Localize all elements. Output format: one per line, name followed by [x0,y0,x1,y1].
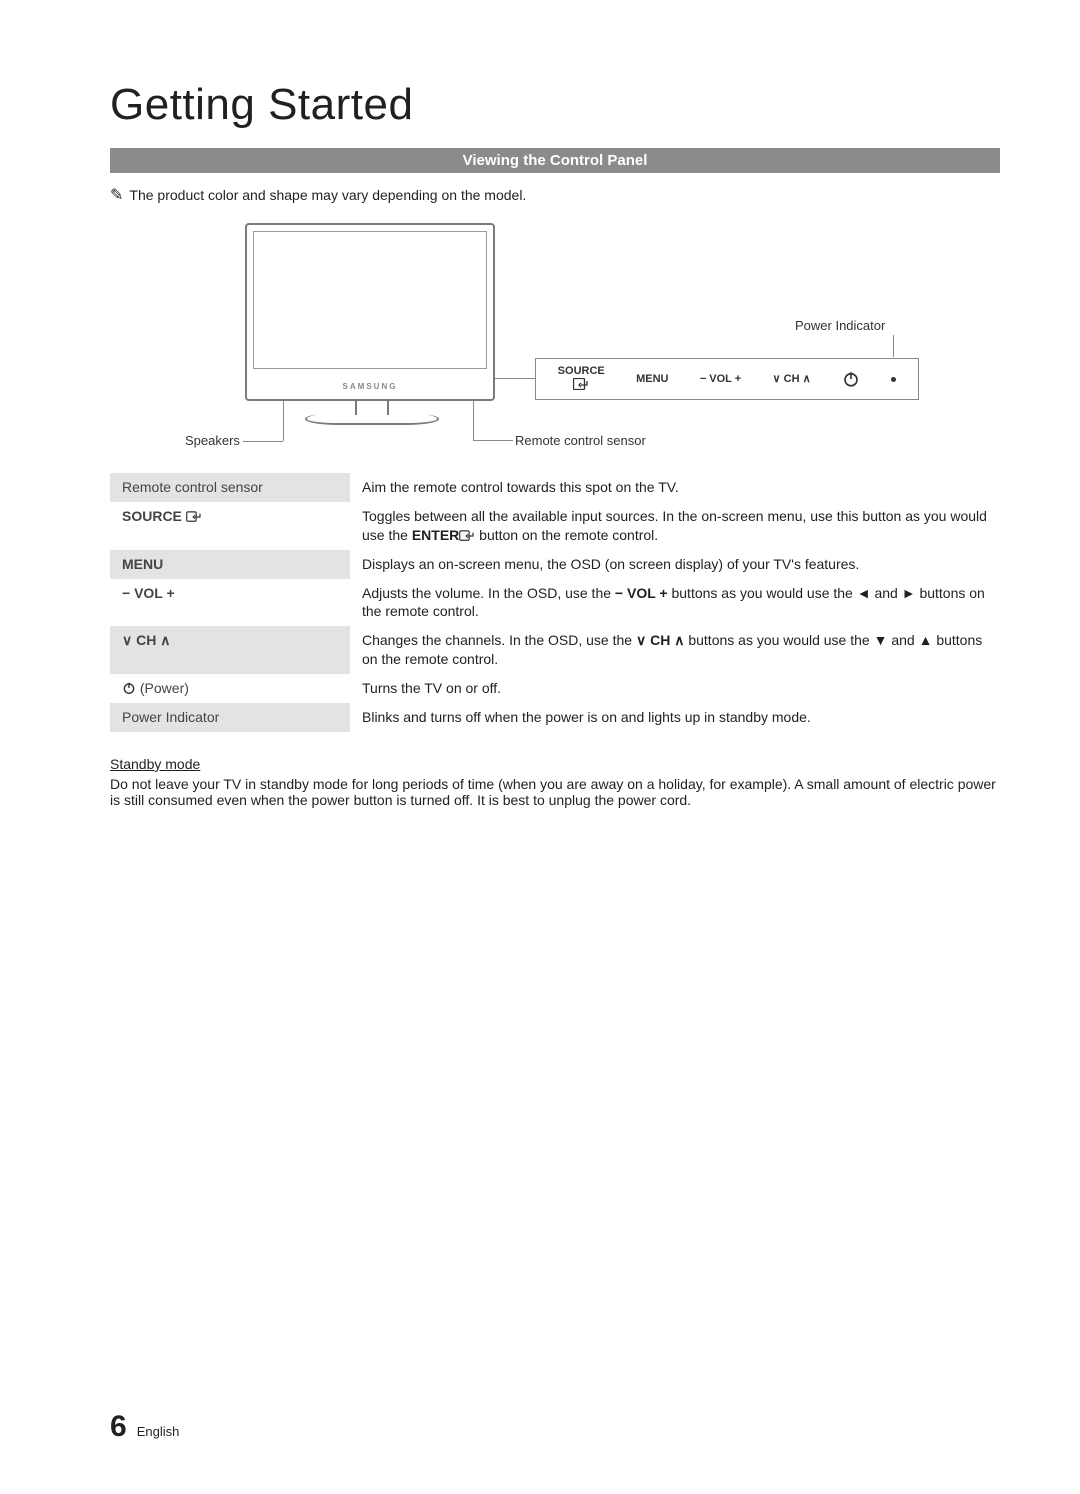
note-text: The product color and shape may vary dep… [129,187,526,203]
table-key: − VOL + [110,579,350,627]
page-title: Getting Started [110,80,1000,130]
panel-power-icon [842,370,860,388]
tv-stand-base [305,413,439,425]
table-desc: Displays an on-screen menu, the OSD (on … [350,550,1000,579]
page-language: English [137,1424,180,1439]
panel-source-label: SOURCE [558,365,605,377]
table-desc: Aim the remote control towards this spot… [350,473,1000,502]
page-number: 6 [110,1410,127,1444]
table-row: SOURCE Toggles between all the available… [110,502,1000,550]
table-key: MENU [110,550,350,579]
note: ✎ The product color and shape may vary d… [110,187,1000,203]
table-row: (Power)Turns the TV on or off. [110,674,1000,703]
table-desc: Blinks and turns off when the power is o… [350,703,1000,732]
leader-line [283,401,284,441]
table-row: ∨ CH ∧Changes the channels. In the OSD, … [110,626,1000,674]
table-key: Remote control sensor [110,473,350,502]
enter-icon [573,378,589,393]
standby-title: Standby mode [110,756,1000,772]
panel-indicator-dot [891,377,896,382]
leader-line [893,335,894,357]
table-key: ∨ CH ∧ [110,626,350,674]
table-row: Remote control sensorAim the remote cont… [110,473,1000,502]
table-key: Power Indicator [110,703,350,732]
table-row: − VOL +Adjusts the volume. In the OSD, u… [110,579,1000,627]
table-desc: Turns the TV on or off. [350,674,1000,703]
table-key: SOURCE [110,502,350,550]
table-row: MENUDisplays an on-screen menu, the OSD … [110,550,1000,579]
tv-illustration: SAMSUNG [245,223,495,401]
table-desc: Changes the channels. In the OSD, use th… [350,626,1000,674]
note-icon: ✎ [110,188,123,204]
page: Getting Started Viewing the Control Pane… [0,0,1080,1494]
panel-buttons-box: SOURCE MENU − VOL + ∨ CH ∧ [535,358,919,400]
leader-line [473,401,474,441]
table-key: (Power) [110,674,350,703]
panel-vol: − VOL + [700,373,741,385]
page-footer: 6 English [110,1410,179,1444]
table-desc: Adjusts the volume. In the OSD, use the … [350,579,1000,627]
panel-ch: ∨ CH ∧ [773,373,811,385]
diagram-sensor-label: Remote control sensor [515,433,646,448]
table-desc: Toggles between all the available input … [350,502,1000,550]
section-heading: Viewing the Control Panel [110,148,1000,173]
panel-menu: MENU [636,373,668,385]
tv-logo: SAMSUNG [245,382,495,391]
standby-body: Do not leave your TV in standby mode for… [110,776,1000,808]
diagram-power-indicator-label: Power Indicator [795,318,885,333]
leader-line [473,440,513,441]
tv-screen [253,231,487,369]
table-row: Power IndicatorBlinks and turns off when… [110,703,1000,732]
standby-section: Standby mode Do not leave your TV in sta… [110,756,1000,808]
dot-icon [891,377,896,382]
panel-source: SOURCE [558,365,605,392]
control-panel-diagram: SAMSUNG SOURCE MENU − VOL + ∨ CH ∧ [185,223,925,453]
controls-table: Remote control sensorAim the remote cont… [110,473,1000,732]
leader-line [495,378,535,379]
leader-line [243,441,283,442]
diagram-speakers-label: Speakers [185,433,240,448]
